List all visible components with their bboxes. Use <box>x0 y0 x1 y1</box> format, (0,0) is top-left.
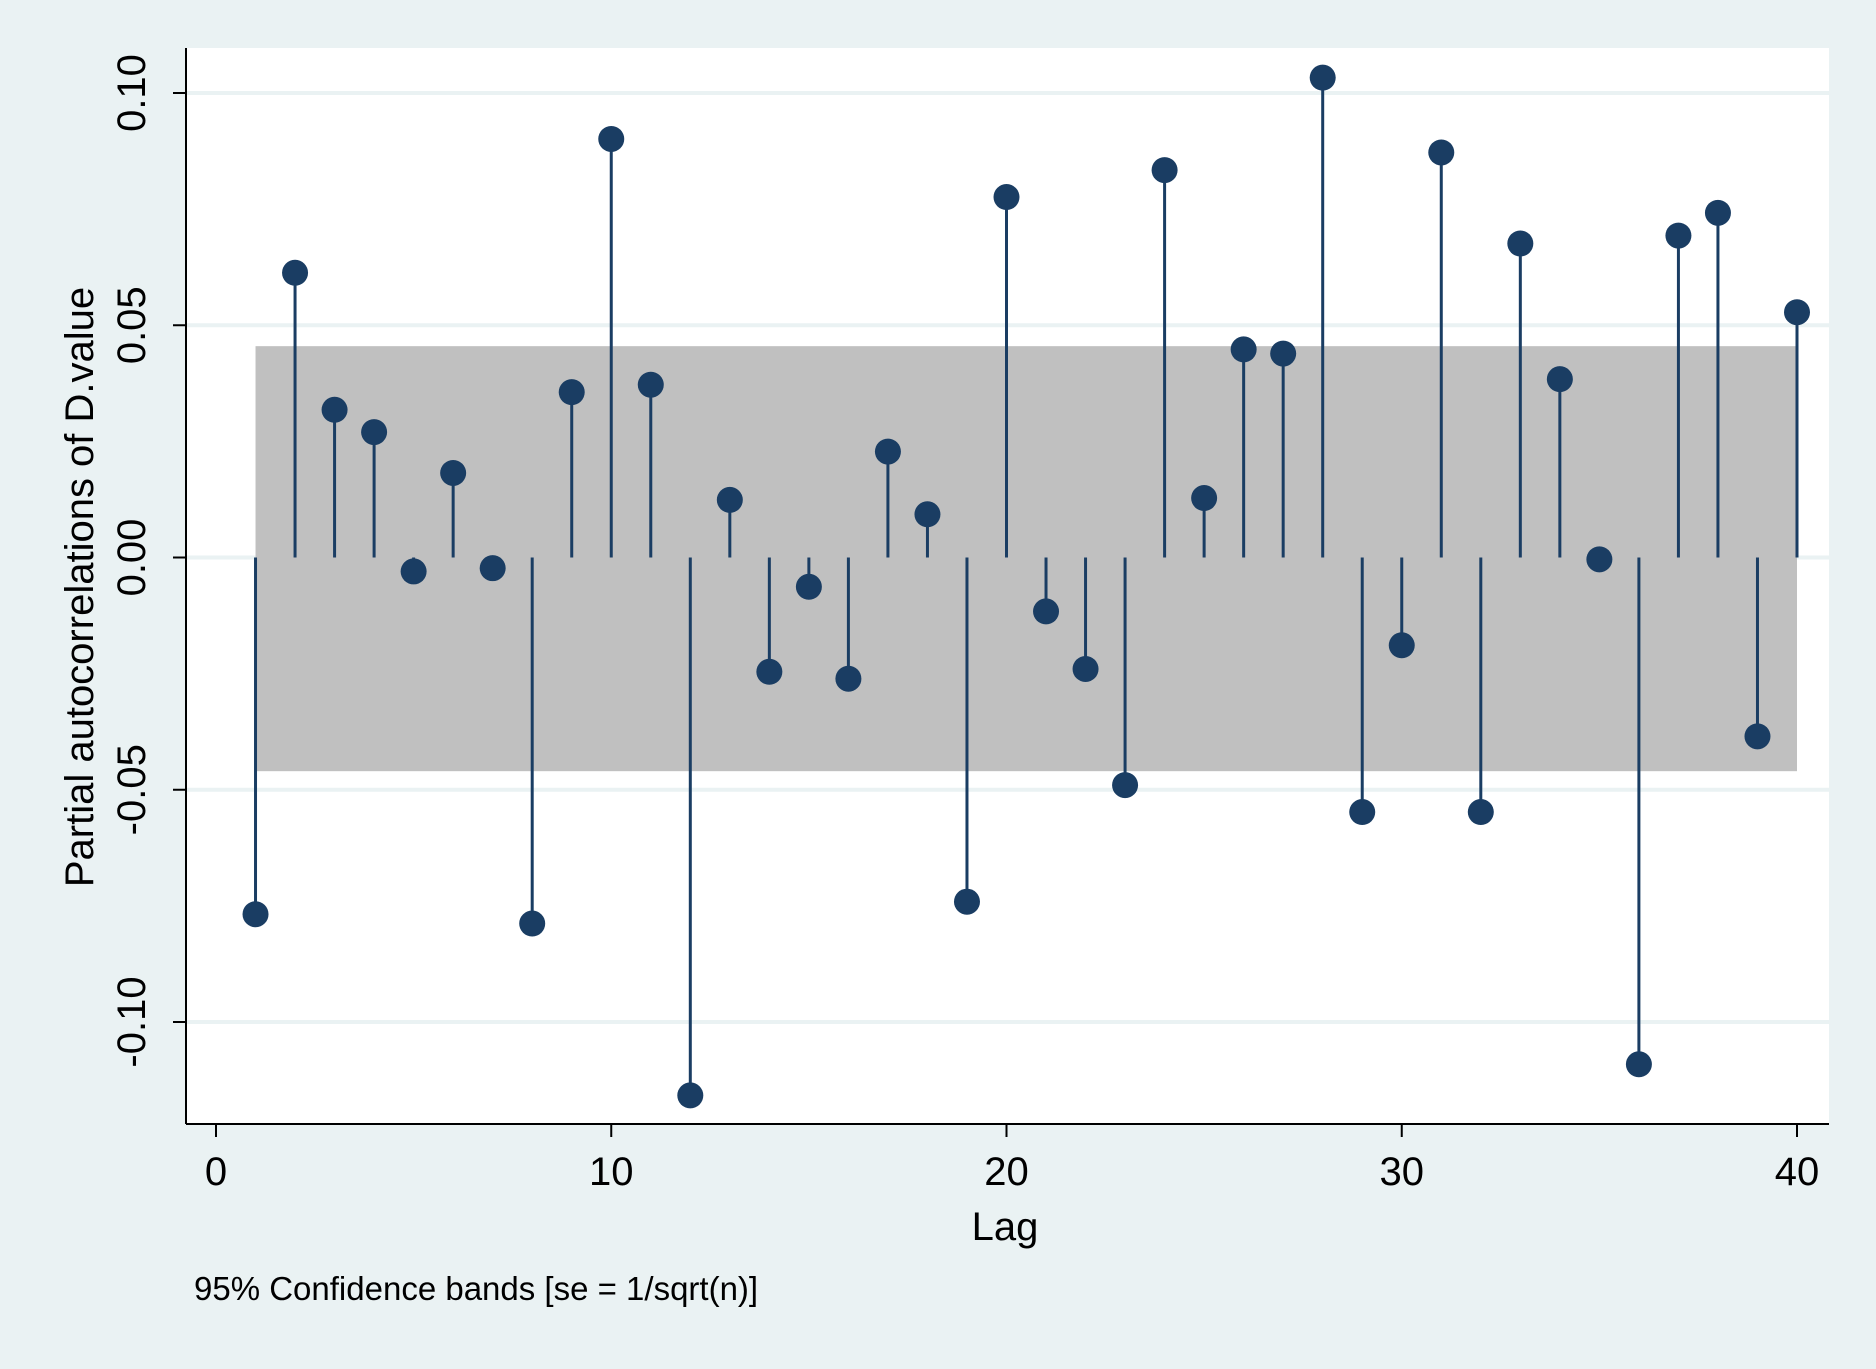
x-tick-labels: 0 10 20 30 40 <box>205 1150 1819 1194</box>
marker-lag-1 <box>242 901 269 928</box>
marker-lag-8 <box>519 910 546 937</box>
marker-lag-25 <box>1191 485 1218 512</box>
x-tick-label-4: 40 <box>1775 1150 1820 1194</box>
marker-lag-21 <box>1033 598 1060 625</box>
axes <box>173 48 1829 1137</box>
marker-lag-23 <box>1112 772 1139 799</box>
marker-lag-14 <box>756 658 783 685</box>
marker-lag-38 <box>1704 199 1731 226</box>
y-tick-label-4: 0.10 <box>110 54 154 132</box>
y-tick-labels: -0.10 -0.05 0.00 0.05 0.10 <box>110 54 154 1068</box>
marker-lag-3 <box>321 396 348 423</box>
marker-lag-22 <box>1072 655 1099 682</box>
marker-lag-11 <box>637 371 664 398</box>
marker-lag-4 <box>361 419 388 446</box>
marker-lag-37 <box>1665 222 1692 249</box>
marker-lag-17 <box>874 438 901 465</box>
x-axis-title: Lag <box>972 1205 1039 1249</box>
marker-lag-36 <box>1625 1051 1652 1078</box>
marker-lag-35 <box>1586 546 1613 573</box>
x-tick-label-2: 20 <box>984 1150 1029 1194</box>
y-tick-label-1: -0.05 <box>110 744 154 835</box>
marker-lag-31 <box>1428 139 1455 166</box>
marker-lag-28 <box>1309 64 1336 91</box>
marker-lag-10 <box>598 125 625 152</box>
y-tick-label-0: -0.10 <box>110 976 154 1067</box>
marker-lag-40 <box>1784 299 1810 326</box>
marker-lag-39 <box>1744 723 1771 750</box>
marker-lag-13 <box>716 486 743 513</box>
y-tick-label-2: 0.00 <box>110 519 154 597</box>
marker-lag-12 <box>677 1082 704 1109</box>
marker-lag-5 <box>400 558 427 585</box>
marker-lag-32 <box>1467 799 1494 826</box>
confidence-band <box>255 346 1797 772</box>
y-axis-title: Partial autocorrelations of D.value <box>58 287 102 887</box>
marker-lag-29 <box>1349 799 1376 826</box>
marker-lag-20 <box>993 184 1020 211</box>
x-tick-label-1: 10 <box>589 1150 634 1194</box>
x-tick-label-3: 30 <box>1380 1150 1425 1194</box>
marker-lag-18 <box>914 501 941 528</box>
y-tick-label-3: 0.05 <box>110 286 154 364</box>
marker-lag-26 <box>1230 336 1257 363</box>
marker-lag-24 <box>1151 157 1178 184</box>
marker-lag-16 <box>835 665 862 692</box>
marker-lag-6 <box>440 459 467 486</box>
marker-lag-19 <box>953 888 980 915</box>
marker-lag-34 <box>1546 366 1573 393</box>
marker-lag-30 <box>1388 632 1415 659</box>
marker-lag-15 <box>795 573 822 600</box>
marker-lag-2 <box>282 259 309 286</box>
x-tick-label-0: 0 <box>205 1150 227 1194</box>
marker-lag-9 <box>558 379 585 406</box>
marker-lag-27 <box>1270 340 1297 367</box>
marker-lag-33 <box>1507 230 1534 257</box>
marker-lag-7 <box>479 555 506 582</box>
markers <box>242 64 1810 1109</box>
chart-note: 95% Confidence bands [se = 1/sqrt(n)] <box>194 1270 758 1307</box>
